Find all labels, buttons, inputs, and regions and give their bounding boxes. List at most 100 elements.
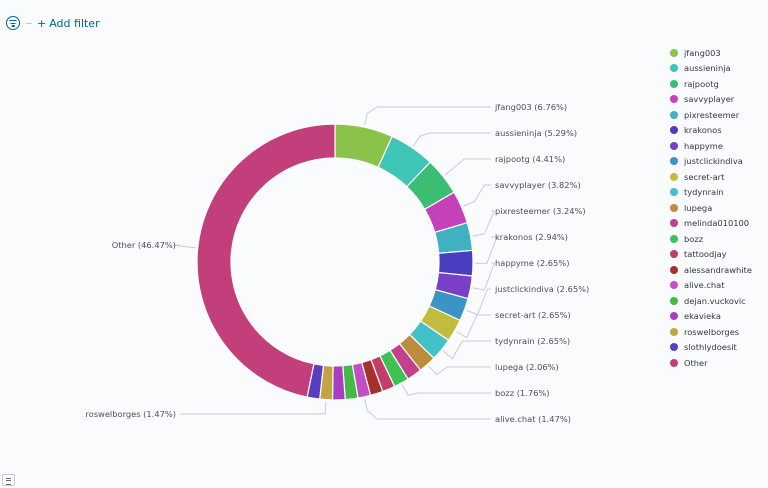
slice-krakonos[interactable] xyxy=(437,249,474,277)
legend-item[interactable]: tydynrain xyxy=(670,185,752,201)
label-connector xyxy=(472,262,496,291)
legend-label: secret-art xyxy=(684,171,725,182)
legend-item[interactable]: secret-art xyxy=(670,169,752,185)
legend-label: savvyplayer xyxy=(684,94,735,105)
legend-item[interactable]: justclickindiva xyxy=(670,154,752,170)
legend-swatch xyxy=(670,312,678,321)
legend-label: lupega xyxy=(684,202,713,213)
add-filter-button[interactable]: + Add filter xyxy=(37,17,100,30)
legend-swatch xyxy=(670,234,678,243)
slice-label: savvyplayer (3.82%) xyxy=(495,180,581,190)
legend-label: justclickindiva xyxy=(684,156,743,167)
slice-label: secret-art (2.65%) xyxy=(495,310,571,320)
legend-item[interactable]: krakonos xyxy=(670,123,752,139)
slice-label: bozz (1.76%) xyxy=(495,388,550,398)
legend-label: jfang003 xyxy=(684,47,721,58)
label-connector xyxy=(444,158,491,176)
slice-label: Other (46.47%) xyxy=(112,240,176,250)
legend-label: aussieninja xyxy=(684,63,731,74)
legend-swatch xyxy=(670,141,678,150)
label-connector xyxy=(466,288,491,316)
legend-swatch xyxy=(670,327,678,336)
slice-Other[interactable] xyxy=(196,123,336,398)
legend-label: alessandrawhite xyxy=(684,264,752,275)
legend-swatch xyxy=(670,110,678,119)
legend-item[interactable]: savvyplayer xyxy=(670,92,752,108)
label-connector xyxy=(180,401,327,415)
legend-swatch xyxy=(670,250,678,259)
legend-label: Other xyxy=(684,357,708,368)
legend-label: melinda010100 xyxy=(684,218,750,229)
legend-item[interactable]: tattoodjay xyxy=(670,247,752,263)
legend-label: krakonos xyxy=(684,125,722,136)
legend-item[interactable]: lupega xyxy=(670,200,752,216)
legend-label: dejan.vuckovic xyxy=(684,295,746,306)
slice-label: roswelborges (1.47%) xyxy=(85,409,176,419)
legend-swatch xyxy=(670,296,678,305)
filter-icon[interactable] xyxy=(6,16,20,30)
legend-label: slothlydoesit xyxy=(684,342,737,353)
label-connector xyxy=(173,244,196,249)
legend-item[interactable]: alive.chat xyxy=(670,278,752,294)
legend-item[interactable]: ekavieka xyxy=(670,309,752,325)
label-connector xyxy=(428,365,491,376)
slice-label: pixresteemer (3.24%) xyxy=(495,206,586,216)
filter-separator xyxy=(26,22,32,24)
label-connector xyxy=(401,384,491,396)
legend-label: happyme xyxy=(684,140,723,151)
legend-swatch xyxy=(670,48,678,57)
slice-label: justclickindiva (2.65%) xyxy=(494,284,589,294)
slice-ekavieka[interactable] xyxy=(331,365,346,401)
label-connector xyxy=(364,106,491,126)
legend-swatch xyxy=(670,203,678,212)
legend-item[interactable]: rajpootg xyxy=(670,76,752,92)
label-connector xyxy=(412,132,491,147)
plus-icon: + xyxy=(37,16,47,30)
slice-label: aussieninja (5.29%) xyxy=(495,128,577,138)
legend-swatch xyxy=(670,265,678,274)
label-connector xyxy=(456,314,491,339)
legend-swatch xyxy=(670,358,678,367)
legend-item[interactable]: alessandrawhite xyxy=(670,262,752,278)
legend-item[interactable]: Other xyxy=(670,355,752,371)
legend-item[interactable]: roswelborges xyxy=(670,324,752,340)
legend-swatch xyxy=(670,343,678,352)
legend-swatch xyxy=(670,79,678,88)
legend-toggle-button[interactable] xyxy=(2,474,15,486)
legend-label: pixresteemer xyxy=(684,109,740,120)
legend-item[interactable]: slothlydoesit xyxy=(670,340,752,356)
legend-item[interactable]: melinda010100 xyxy=(670,216,752,232)
legend-swatch xyxy=(670,64,678,73)
donut-chart: jfang003 (6.76%) aussieninja (5.29%) rajpo… xyxy=(85,102,589,424)
label-connector xyxy=(364,398,491,420)
slice-label: alive.chat (1.47%) xyxy=(495,414,571,424)
slice-label: krakonos (2.94%) xyxy=(495,232,568,242)
legend-swatch xyxy=(670,281,678,290)
slice-label: lupega (2.06%) xyxy=(495,362,559,372)
chart-legend: jfang003 aussieninja rajpootg savvyplayer pi… xyxy=(670,45,752,371)
slice-label: tydynrain (2.65%) xyxy=(495,336,570,346)
legend-item[interactable]: aussieninja xyxy=(670,61,752,77)
legend-item[interactable]: bozz xyxy=(670,231,752,247)
slice-label: happyme (2.65%) xyxy=(495,258,569,268)
legend-swatch xyxy=(670,219,678,228)
legend-item[interactable]: jfang003 xyxy=(670,45,752,61)
legend-label: alive.chat xyxy=(684,280,725,291)
legend-label: tydynrain xyxy=(684,187,724,198)
label-connector xyxy=(463,184,491,207)
legend-swatch xyxy=(670,157,678,166)
add-filter-label: Add filter xyxy=(49,16,100,30)
legend-swatch xyxy=(670,126,678,135)
legend-item[interactable]: dejan.vuckovic xyxy=(670,293,752,309)
legend-label: roswelborges xyxy=(684,326,740,337)
legend-swatch xyxy=(670,188,678,197)
filter-bar: + Add filter xyxy=(6,14,100,32)
label-connector xyxy=(472,210,496,237)
slice-label: jfang003 (6.76%) xyxy=(494,102,567,112)
legend-item[interactable]: happyme xyxy=(670,138,752,154)
legend-label: bozz xyxy=(684,233,704,244)
legend-item[interactable]: pixresteemer xyxy=(670,107,752,123)
label-connector xyxy=(442,340,491,360)
legend-swatch xyxy=(670,95,678,104)
legend-swatch xyxy=(670,172,678,181)
